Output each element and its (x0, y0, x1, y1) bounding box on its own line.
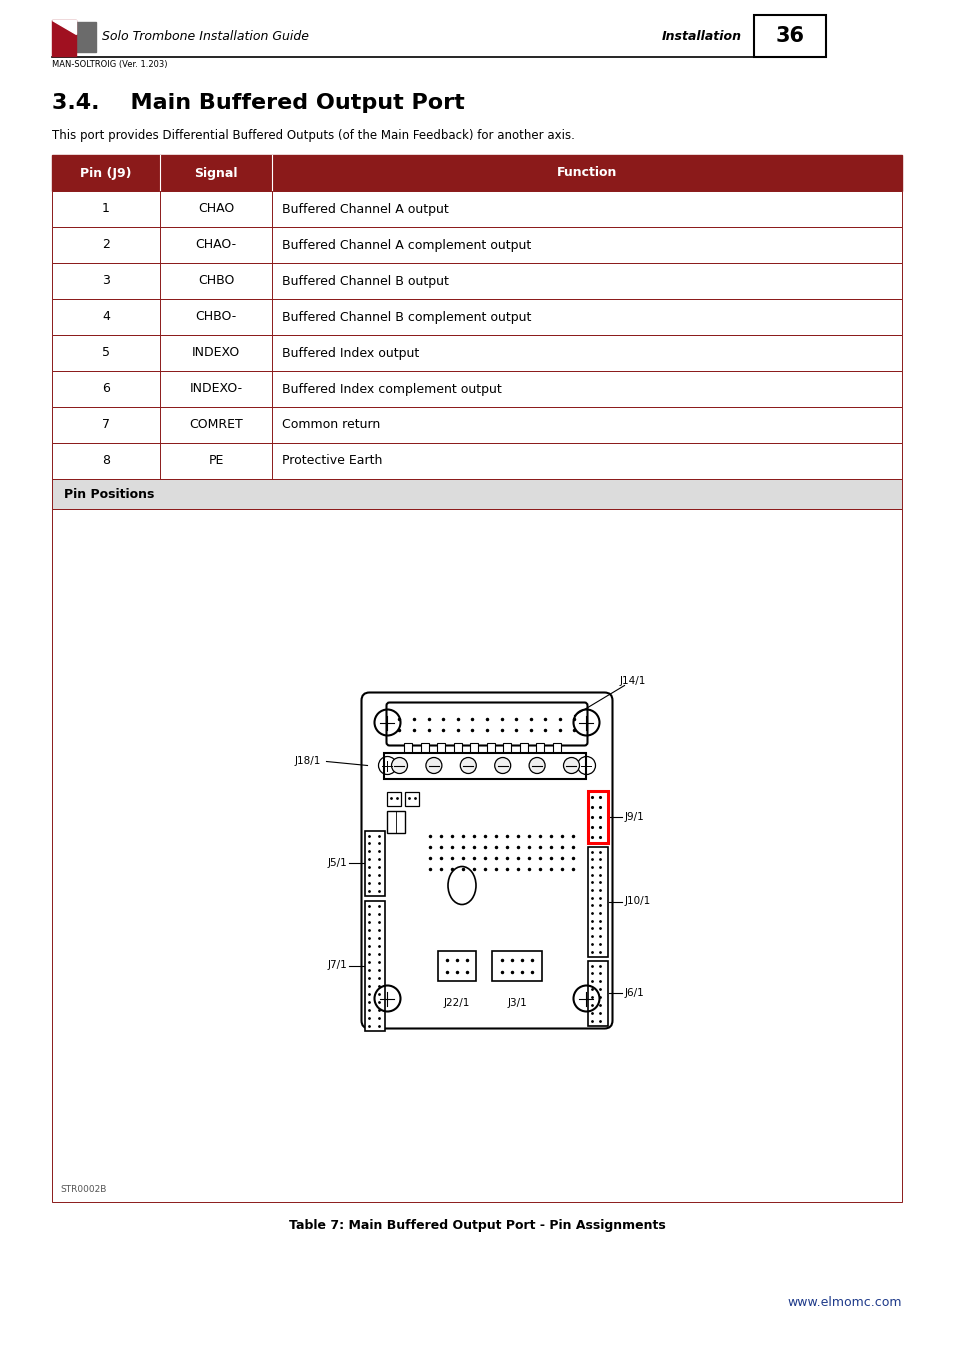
Text: www.elmomc.com: www.elmomc.com (786, 1296, 901, 1308)
Text: Pin (J9): Pin (J9) (80, 166, 132, 180)
Bar (52, 479, 901, 509)
Bar (588, 791, 608, 842)
Bar (52, 443, 901, 479)
Text: COMRET: COMRET (189, 418, 243, 432)
Text: Solo Trombone Installation Guide: Solo Trombone Installation Guide (102, 31, 309, 43)
Text: J22/1: J22/1 (443, 998, 470, 1007)
Text: 4: 4 (102, 310, 110, 324)
Text: Installation: Installation (661, 31, 741, 43)
Circle shape (495, 757, 510, 774)
Bar (387, 810, 405, 833)
Bar (437, 950, 476, 980)
Bar (52, 298, 901, 335)
Bar (519, 743, 527, 752)
Bar (52, 335, 901, 371)
Bar (52, 263, 901, 298)
Bar (405, 791, 419, 806)
Text: 2: 2 (102, 239, 110, 251)
Bar (52, 20, 76, 55)
Text: Buffered Channel B complement output: Buffered Channel B complement output (282, 310, 531, 324)
Bar (470, 743, 478, 752)
Bar (66, 22, 96, 53)
Text: CHAO: CHAO (197, 202, 233, 216)
Text: Signal: Signal (194, 166, 237, 180)
Bar (52, 371, 901, 406)
Text: Table 7: Main Buffered Output Port - Pin Assignments: Table 7: Main Buffered Output Port - Pin… (289, 1219, 664, 1231)
Text: CHAO-: CHAO- (195, 239, 236, 251)
Circle shape (563, 757, 578, 774)
Bar (52, 406, 901, 443)
Text: PE: PE (208, 455, 223, 467)
Text: J7/1: J7/1 (328, 960, 347, 971)
Polygon shape (52, 20, 76, 34)
Bar (536, 743, 544, 752)
Bar (52, 190, 901, 227)
Text: Buffered Channel B output: Buffered Channel B output (282, 274, 449, 288)
Bar (52, 155, 901, 190)
Bar (365, 900, 385, 1030)
Bar (387, 791, 401, 806)
Bar (404, 743, 412, 752)
Bar (437, 743, 445, 752)
Bar (365, 830, 385, 895)
Bar (553, 743, 560, 752)
Text: 8: 8 (102, 455, 110, 467)
Text: Buffered Index output: Buffered Index output (282, 347, 418, 359)
Text: J3/1: J3/1 (507, 998, 526, 1007)
Circle shape (391, 757, 407, 774)
Bar (384, 752, 586, 779)
Bar (52, 509, 901, 1202)
Text: 1: 1 (102, 202, 110, 216)
Text: 7: 7 (102, 418, 110, 432)
Text: 36: 36 (775, 26, 803, 46)
Text: Protective Earth: Protective Earth (282, 455, 382, 467)
Text: 3: 3 (102, 274, 110, 288)
Text: J10/1: J10/1 (624, 896, 650, 906)
Text: Buffered Channel A complement output: Buffered Channel A complement output (282, 239, 531, 251)
Text: STR0002B: STR0002B (60, 1185, 107, 1195)
Circle shape (459, 757, 476, 774)
Bar (492, 950, 541, 980)
Text: CHBO-: CHBO- (195, 310, 236, 324)
Bar (588, 960, 608, 1026)
Text: INDEXO: INDEXO (192, 347, 240, 359)
Text: Function: Function (557, 166, 617, 180)
Bar (420, 743, 429, 752)
Bar (52, 227, 901, 263)
Text: J6/1: J6/1 (624, 988, 643, 998)
Text: J9/1: J9/1 (624, 811, 643, 822)
Bar (753, 15, 825, 57)
Text: INDEXO-: INDEXO- (190, 382, 242, 396)
Circle shape (529, 757, 544, 774)
Bar (486, 743, 495, 752)
Text: Buffered Index complement output: Buffered Index complement output (282, 382, 501, 396)
Text: This port provides Differential Buffered Outputs (of the Main Feedback) for anot: This port provides Differential Buffered… (52, 128, 575, 142)
Text: 3.4.    Main Buffered Output Port: 3.4. Main Buffered Output Port (52, 93, 464, 113)
Text: Common return: Common return (282, 418, 380, 432)
Bar (503, 743, 511, 752)
Text: J14/1: J14/1 (618, 675, 645, 686)
Text: 6: 6 (102, 382, 110, 396)
Bar (454, 743, 461, 752)
Text: CHBO: CHBO (197, 274, 233, 288)
Text: J18/1: J18/1 (294, 756, 320, 767)
Circle shape (425, 757, 441, 774)
Text: Pin Positions: Pin Positions (64, 487, 154, 501)
Text: J5/1: J5/1 (328, 859, 347, 868)
Text: MAN-SOLTROIG (Ver. 1.203): MAN-SOLTROIG (Ver. 1.203) (52, 61, 168, 69)
Bar (588, 846, 608, 957)
Text: Buffered Channel A output: Buffered Channel A output (282, 202, 448, 216)
Text: 5: 5 (102, 347, 110, 359)
